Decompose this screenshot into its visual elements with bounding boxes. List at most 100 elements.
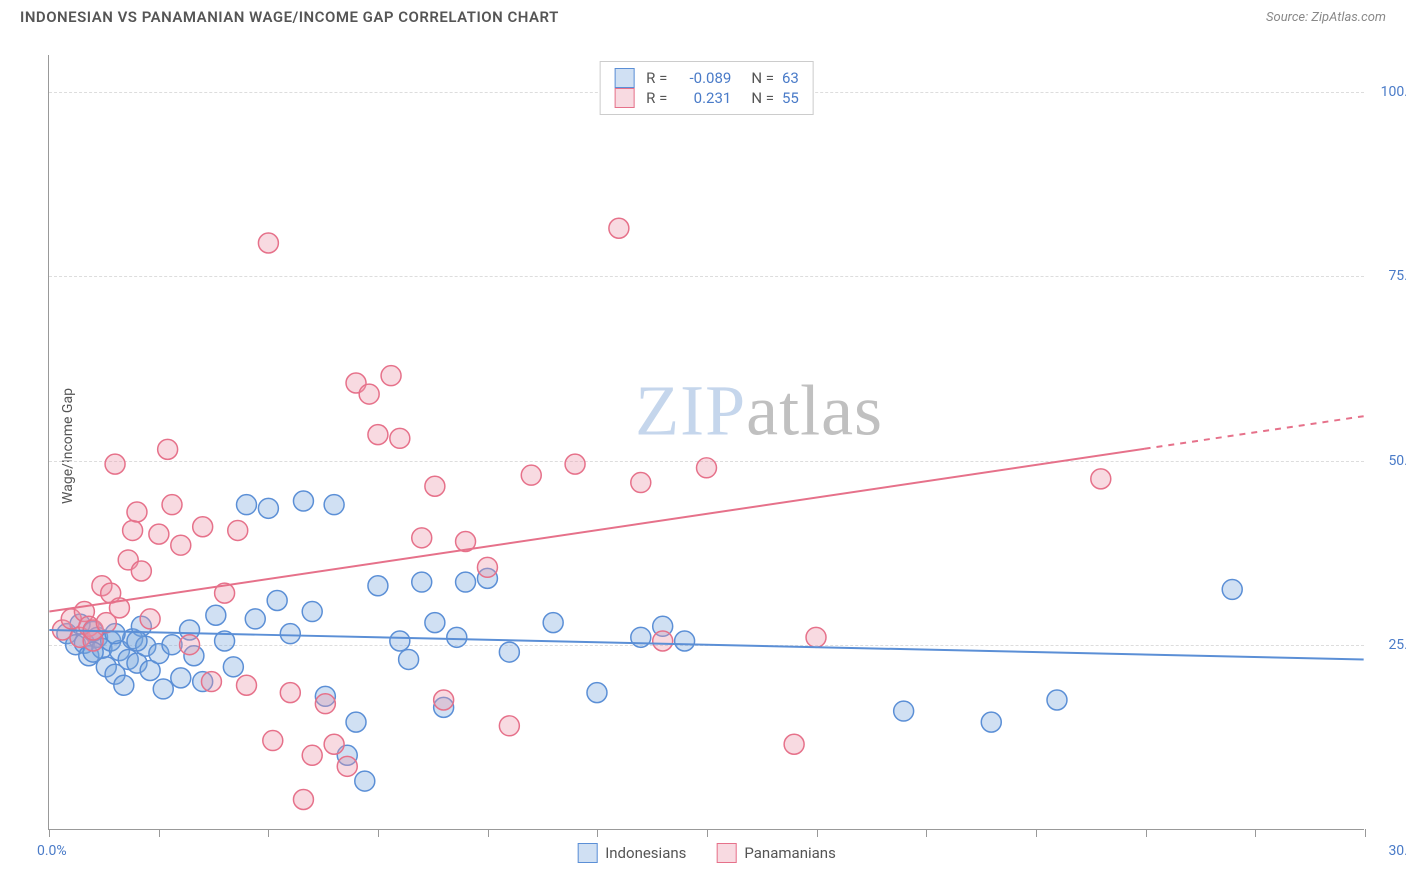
- legend-n-value-0: 63: [782, 69, 799, 87]
- legend-item-indonesians: Indonesians: [577, 843, 686, 863]
- legend-r-label: R =: [646, 69, 667, 87]
- scatter-point: [1222, 579, 1242, 599]
- scatter-point: [477, 557, 497, 577]
- x-tick: [817, 829, 818, 837]
- scatter-point: [193, 517, 213, 537]
- legend-swatch-panamanians: [716, 843, 736, 863]
- scatter-point: [258, 498, 278, 518]
- scatter-point: [399, 649, 419, 669]
- legend-series-box: Indonesians Panamanians: [577, 843, 836, 863]
- x-tick: [597, 829, 598, 837]
- scatter-point: [412, 528, 432, 548]
- y-tick-label: 25.0%: [1388, 637, 1406, 653]
- scatter-point: [447, 627, 467, 647]
- legend-correlation-box: R = -0.089 N = 63 R = 0.231 N = 55: [599, 61, 814, 115]
- scatter-point: [434, 690, 454, 710]
- scatter-point: [1047, 690, 1067, 710]
- scatter-point: [346, 712, 366, 732]
- trend-line: [49, 630, 1363, 659]
- x-tick: [49, 829, 50, 837]
- x-tick: [378, 829, 379, 837]
- legend-row-series-0: R = -0.089 N = 63: [614, 68, 799, 88]
- scatter-point: [565, 454, 585, 474]
- x-tick: [707, 829, 708, 837]
- scatter-point: [543, 613, 563, 633]
- y-tick-label: 100.0%: [1381, 84, 1406, 100]
- chart-plot-area: ZIPatlas R = -0.089 N = 63 R = 0.231 N =…: [48, 55, 1364, 830]
- scatter-point: [302, 602, 322, 622]
- scatter-point: [140, 609, 160, 629]
- scatter-point: [499, 642, 519, 662]
- scatter-point: [390, 428, 410, 448]
- legend-n-value-1: 55: [782, 89, 799, 107]
- scatter-point: [894, 701, 914, 721]
- scatter-point: [315, 694, 335, 714]
- y-tick-label: 50.0%: [1388, 453, 1406, 469]
- scatter-point: [381, 366, 401, 386]
- legend-swatch-series-1: [614, 88, 634, 108]
- scatter-point: [223, 657, 243, 677]
- scatter-point: [302, 745, 322, 765]
- scatter-point: [368, 576, 388, 596]
- scatter-point: [368, 425, 388, 445]
- scatter-point: [697, 458, 717, 478]
- scatter-point: [237, 495, 257, 515]
- x-axis-label-max: 30.0%: [1388, 843, 1406, 859]
- x-tick: [268, 829, 269, 837]
- legend-n-label: N =: [751, 69, 774, 87]
- trend-line-extrapolated: [1145, 416, 1364, 449]
- source-attribution: Source: ZipAtlas.com: [1266, 10, 1386, 25]
- scatter-point: [293, 491, 313, 511]
- scatter-point: [499, 716, 519, 736]
- scatter-point: [206, 605, 226, 625]
- chart-header: INDONESIAN VS PANAMANIAN WAGE/INCOME GAP…: [0, 0, 1406, 34]
- scatter-point: [355, 771, 375, 791]
- scatter-point: [425, 613, 445, 633]
- legend-label-indonesians: Indonesians: [605, 844, 686, 862]
- scatter-point: [201, 672, 221, 692]
- scatter-point: [521, 465, 541, 485]
- scatter-point: [631, 473, 651, 493]
- scatter-point: [412, 572, 432, 592]
- legend-row-series-1: R = 0.231 N = 55: [614, 88, 799, 108]
- trend-line: [49, 449, 1144, 612]
- scatter-point: [784, 734, 804, 754]
- x-axis-label-min: 0.0%: [37, 843, 67, 859]
- scatter-point: [587, 683, 607, 703]
- scatter-point: [153, 679, 173, 699]
- chart-title: INDONESIAN VS PANAMANIAN WAGE/INCOME GAP…: [20, 8, 559, 26]
- scatter-point: [324, 495, 344, 515]
- x-tick: [159, 829, 160, 837]
- scatter-point: [105, 454, 125, 474]
- scatter-point: [123, 520, 143, 540]
- legend-label-panamanians: Panamanians: [744, 844, 835, 862]
- scatter-point: [228, 520, 248, 540]
- scatter-point: [280, 683, 300, 703]
- scatter-point: [171, 535, 191, 555]
- legend-item-panamanians: Panamanians: [716, 843, 835, 863]
- scatter-point: [280, 624, 300, 644]
- scatter-point: [293, 790, 313, 810]
- x-tick: [926, 829, 927, 837]
- legend-n-label: N =: [751, 89, 774, 107]
- scatter-point: [425, 476, 445, 496]
- scatter-point: [127, 631, 147, 651]
- scatter-svg: [49, 55, 1364, 829]
- scatter-point: [258, 233, 278, 253]
- scatter-point: [675, 631, 695, 651]
- legend-swatch-series-0: [614, 68, 634, 88]
- scatter-point: [237, 675, 257, 695]
- scatter-point: [359, 384, 379, 404]
- scatter-point: [609, 218, 629, 238]
- x-tick: [1146, 829, 1147, 837]
- scatter-point: [245, 609, 265, 629]
- scatter-point: [324, 734, 344, 754]
- scatter-point: [131, 561, 151, 581]
- scatter-point: [653, 631, 673, 651]
- scatter-point: [96, 613, 116, 633]
- scatter-point: [1091, 469, 1111, 489]
- scatter-point: [337, 756, 357, 776]
- x-tick: [488, 829, 489, 837]
- scatter-point: [456, 572, 476, 592]
- x-tick: [1365, 829, 1366, 837]
